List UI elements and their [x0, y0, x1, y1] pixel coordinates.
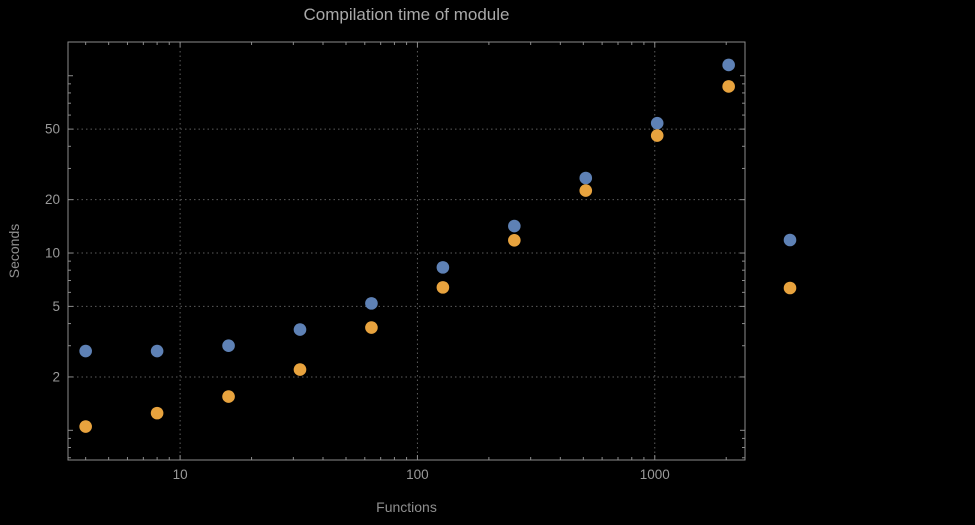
data-point	[579, 171, 593, 185]
data-point	[293, 323, 307, 336]
data-point	[650, 116, 664, 130]
data-point	[722, 58, 735, 72]
data-point	[222, 390, 235, 403]
legend-marker	[783, 233, 797, 247]
data-point	[722, 80, 735, 93]
data-point	[150, 406, 164, 420]
x-tick-label: 1000	[640, 467, 670, 482]
data-point	[508, 233, 521, 247]
legend-marker	[783, 281, 797, 295]
data-point	[365, 321, 378, 334]
data-point	[508, 219, 521, 233]
data-point	[222, 339, 235, 353]
data-point	[436, 261, 450, 274]
x-axis-label: Functions	[376, 499, 437, 515]
x-tick-label: 10	[173, 467, 188, 482]
chart-title: Compilation time of module	[303, 5, 510, 24]
data-point	[579, 184, 593, 197]
data-point	[79, 420, 92, 433]
data-point	[436, 281, 450, 294]
y-tick-label: 20	[45, 192, 60, 207]
data-point	[365, 297, 378, 310]
y-tick-label: 10	[45, 246, 60, 261]
x-tick-label: 100	[406, 467, 429, 482]
data-point	[293, 363, 307, 376]
plot-frame	[67, 41, 746, 461]
data-point	[79, 344, 92, 358]
y-tick-label: 50	[45, 122, 60, 137]
y-tick-label: 5	[52, 299, 60, 314]
data-point	[650, 129, 664, 142]
data-point	[150, 344, 164, 358]
y-tick-label: 2	[52, 369, 60, 384]
